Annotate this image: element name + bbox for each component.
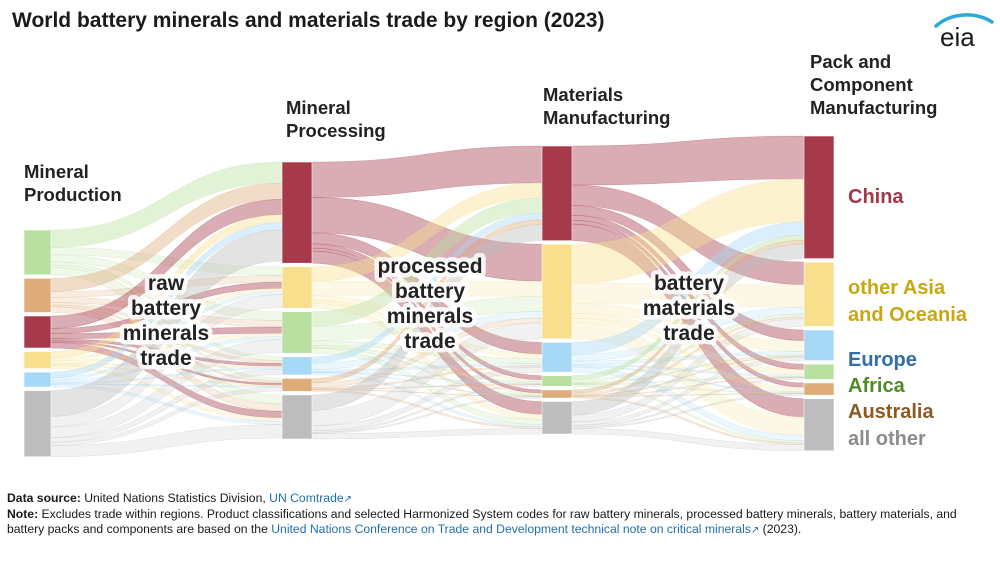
node-mineral-processing-all-other <box>281 394 313 440</box>
node-mineral-processing-other-asia-and-oceania <box>281 266 313 309</box>
chart-footer: Data source: United Nations Statistics D… <box>7 491 995 538</box>
trade-label-halo: battery <box>131 297 201 320</box>
eia-logo-text: eia <box>940 22 975 50</box>
legend-all-other: all other <box>848 428 926 450</box>
un-comtrade-link[interactable]: UN Comtrade <box>269 491 344 505</box>
legend-china: China <box>848 186 904 208</box>
trade-label-2: battery <box>395 280 465 303</box>
node-pack-and-component-manufacturing-africa <box>803 363 835 380</box>
legend-other-asia-and-oceania: other Asia and Oceania <box>848 277 968 326</box>
trade-label-halo: materials <box>643 297 735 320</box>
trade-label-halo: processed <box>377 255 482 278</box>
node-materials-manufacturing-australia <box>541 389 573 399</box>
node-materials-manufacturing-china <box>541 145 573 241</box>
chart-title: World battery minerals and materials tra… <box>12 9 605 32</box>
stage-label-mineral-processing: Mineral Processing <box>286 97 386 141</box>
node-layer <box>23 135 835 458</box>
trade-label-halo: raw <box>148 272 185 295</box>
stage-label-materials-manufacturing: Materials Manufacturing <box>543 84 670 128</box>
legend-australia: Australia <box>848 401 934 423</box>
flow-china-to-china <box>571 135 805 186</box>
unctad-link[interactable]: United Nations Conference on Trade and D… <box>271 522 751 536</box>
note-line: Note: Excludes trade within regions. Pro… <box>7 507 995 538</box>
stage-label-pack-and-component-manufacturing: Pack and Component Manufacturing <box>810 51 937 118</box>
node-mineral-processing-africa <box>281 311 313 354</box>
trade-label-2: trade <box>404 330 455 353</box>
note-label: Note: <box>7 507 39 521</box>
source-text: United Nations Statistics Division, <box>84 491 266 505</box>
legend-africa: Africa <box>848 375 906 397</box>
trade-label-halo: trade <box>404 330 455 353</box>
trade-label-1: battery <box>131 297 201 320</box>
legend-europe: Europe <box>848 349 917 371</box>
node-pack-and-component-manufacturing-australia <box>803 382 835 396</box>
stage-label-mineral-production: Mineral Production <box>24 161 122 205</box>
trade-label-3: trade <box>663 322 714 345</box>
node-materials-manufacturing-africa <box>541 375 573 387</box>
trade-label-halo: battery <box>654 272 724 295</box>
data-source-line: Data source: United Nations Statistics D… <box>7 491 995 507</box>
node-materials-manufacturing-other-asia-and-oceania <box>541 243 573 340</box>
eia-logo: eia <box>934 13 994 50</box>
node-pack-and-component-manufacturing-europe <box>803 329 835 361</box>
trade-label-layer: rawrawbatterybatterymineralsmineralstrad… <box>118 251 739 375</box>
trade-label-halo: minerals <box>387 305 473 328</box>
node-mineral-production-europe <box>23 371 52 388</box>
node-pack-and-component-manufacturing-all-other <box>803 398 835 452</box>
source-label: Data source: <box>7 491 81 505</box>
external-link-icon: ↗ <box>343 494 353 505</box>
trade-label-3: materials <box>643 297 735 320</box>
node-mineral-processing-china <box>281 161 313 264</box>
trade-label-3: battery <box>654 272 724 295</box>
node-mineral-production-china <box>23 315 52 349</box>
node-materials-manufacturing-all-other <box>541 401 573 435</box>
external-link-icon: ↗ <box>750 525 760 536</box>
trade-label-2: minerals <box>387 305 473 328</box>
stage-label-layer: Mineral Production Mineral Processing Materi… <box>24 51 937 205</box>
node-mineral-processing-europe <box>281 356 313 376</box>
sankey-chart: Mineral Production Mineral Processing Materi… <box>23 51 968 458</box>
trade-label-2: processed <box>377 255 482 278</box>
trade-label-halo: minerals <box>123 322 209 345</box>
trade-label-halo: trade <box>663 322 714 345</box>
trade-label-halo: battery <box>395 280 465 303</box>
legend: China other Asia and Oceania Europe Africa Au… <box>848 186 968 450</box>
node-pack-and-component-manufacturing-china <box>803 135 835 259</box>
node-mineral-processing-australia <box>281 378 313 392</box>
trade-label-1: trade <box>140 347 191 370</box>
trade-label-1: minerals <box>123 322 209 345</box>
trade-label-1: raw <box>148 272 185 295</box>
node-mineral-production-all-other <box>23 390 52 458</box>
trade-label-halo: trade <box>140 347 191 370</box>
note-end: (2023). <box>762 522 802 536</box>
note-text: Excludes trade within regions. Product c… <box>7 507 957 536</box>
node-mineral-production-africa <box>23 229 52 276</box>
node-mineral-production-other-asia-and-oceania <box>23 351 52 369</box>
node-mineral-production-australia <box>23 278 52 313</box>
node-pack-and-component-manufacturing-other-asia-and-oceania <box>803 261 835 327</box>
node-materials-manufacturing-europe <box>541 342 573 373</box>
